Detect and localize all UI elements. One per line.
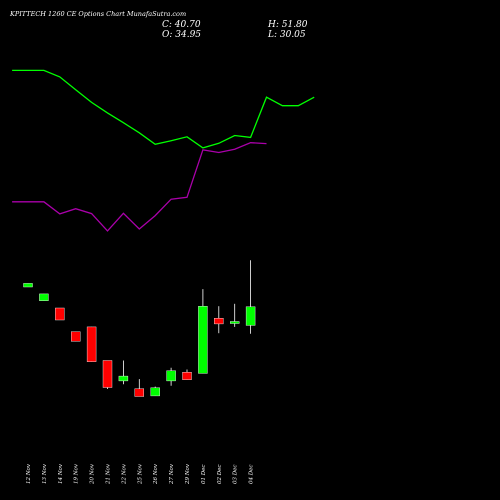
x-tick-label: 22 Nov [121,463,127,485]
candle-body [229,321,240,324]
candle-body [245,306,256,326]
candle-1 [39,293,49,301]
open-value: O: 34.95 [162,30,202,40]
candle-body [39,293,49,301]
candle-body [23,283,33,288]
candle-2 [55,307,65,321]
x-tick-label: 29 Nov [185,463,191,485]
candle-body [182,372,192,380]
x-tick-label: 01 Dec [201,465,207,485]
high-value: H: 51.80 [268,20,308,30]
candle-3 [70,331,81,342]
candle-body [70,331,81,342]
x-tick-label: 03 Dec [233,465,239,485]
candle-7 [134,379,145,397]
band-lines [12,69,315,232]
x-tick-label: 19 Nov [74,463,80,484]
x-tick-label: 14 Nov [58,463,64,484]
candle-6 [118,360,129,385]
lower-band-line [12,142,267,232]
upper-band-line [12,69,315,149]
x-tick-label: 04 Dec [249,465,255,485]
candlesticks [23,260,256,397]
candle-12 [214,306,224,334]
candle-body [134,388,145,397]
x-tick-label: 27 Nov [169,463,175,485]
x-axis-labels: 12 Nov 13 Nov 14 Nov 19 Nov 20 Nov 21 Nov 22 N… [26,463,255,485]
candle-body [118,375,129,382]
candle-body [166,370,176,382]
x-tick-label: 26 Nov [153,463,159,485]
x-tick-label: 21 Nov [106,463,112,485]
candle-body [214,318,224,325]
chart-title: KPITTECH 1260 CE Options Chart MunafaSut… [10,10,187,18]
x-tick-label: 13 Nov [42,463,48,484]
candle-body [55,307,65,321]
candle-4 [86,326,97,362]
x-tick-label: 02 Dec [217,465,223,485]
candle-9 [166,367,176,386]
x-tick-label: 20 Nov [90,463,96,485]
candle-body [150,387,160,397]
candle-14 [245,260,256,334]
x-tick-label: 12 Nov [26,463,32,484]
candle-body [102,360,113,388]
candle-5 [102,360,113,389]
close-value: C: 40.70 [162,20,201,30]
low-value: L: 30.05 [268,30,306,40]
candle-8 [150,386,160,397]
candle-0 [23,283,33,288]
candle-10 [182,369,192,380]
candle-13 [229,303,240,327]
x-tick-label: 25 Nov [137,463,143,485]
candle-body [86,326,97,362]
candle-11 [198,289,208,374]
candle-body [198,306,208,374]
